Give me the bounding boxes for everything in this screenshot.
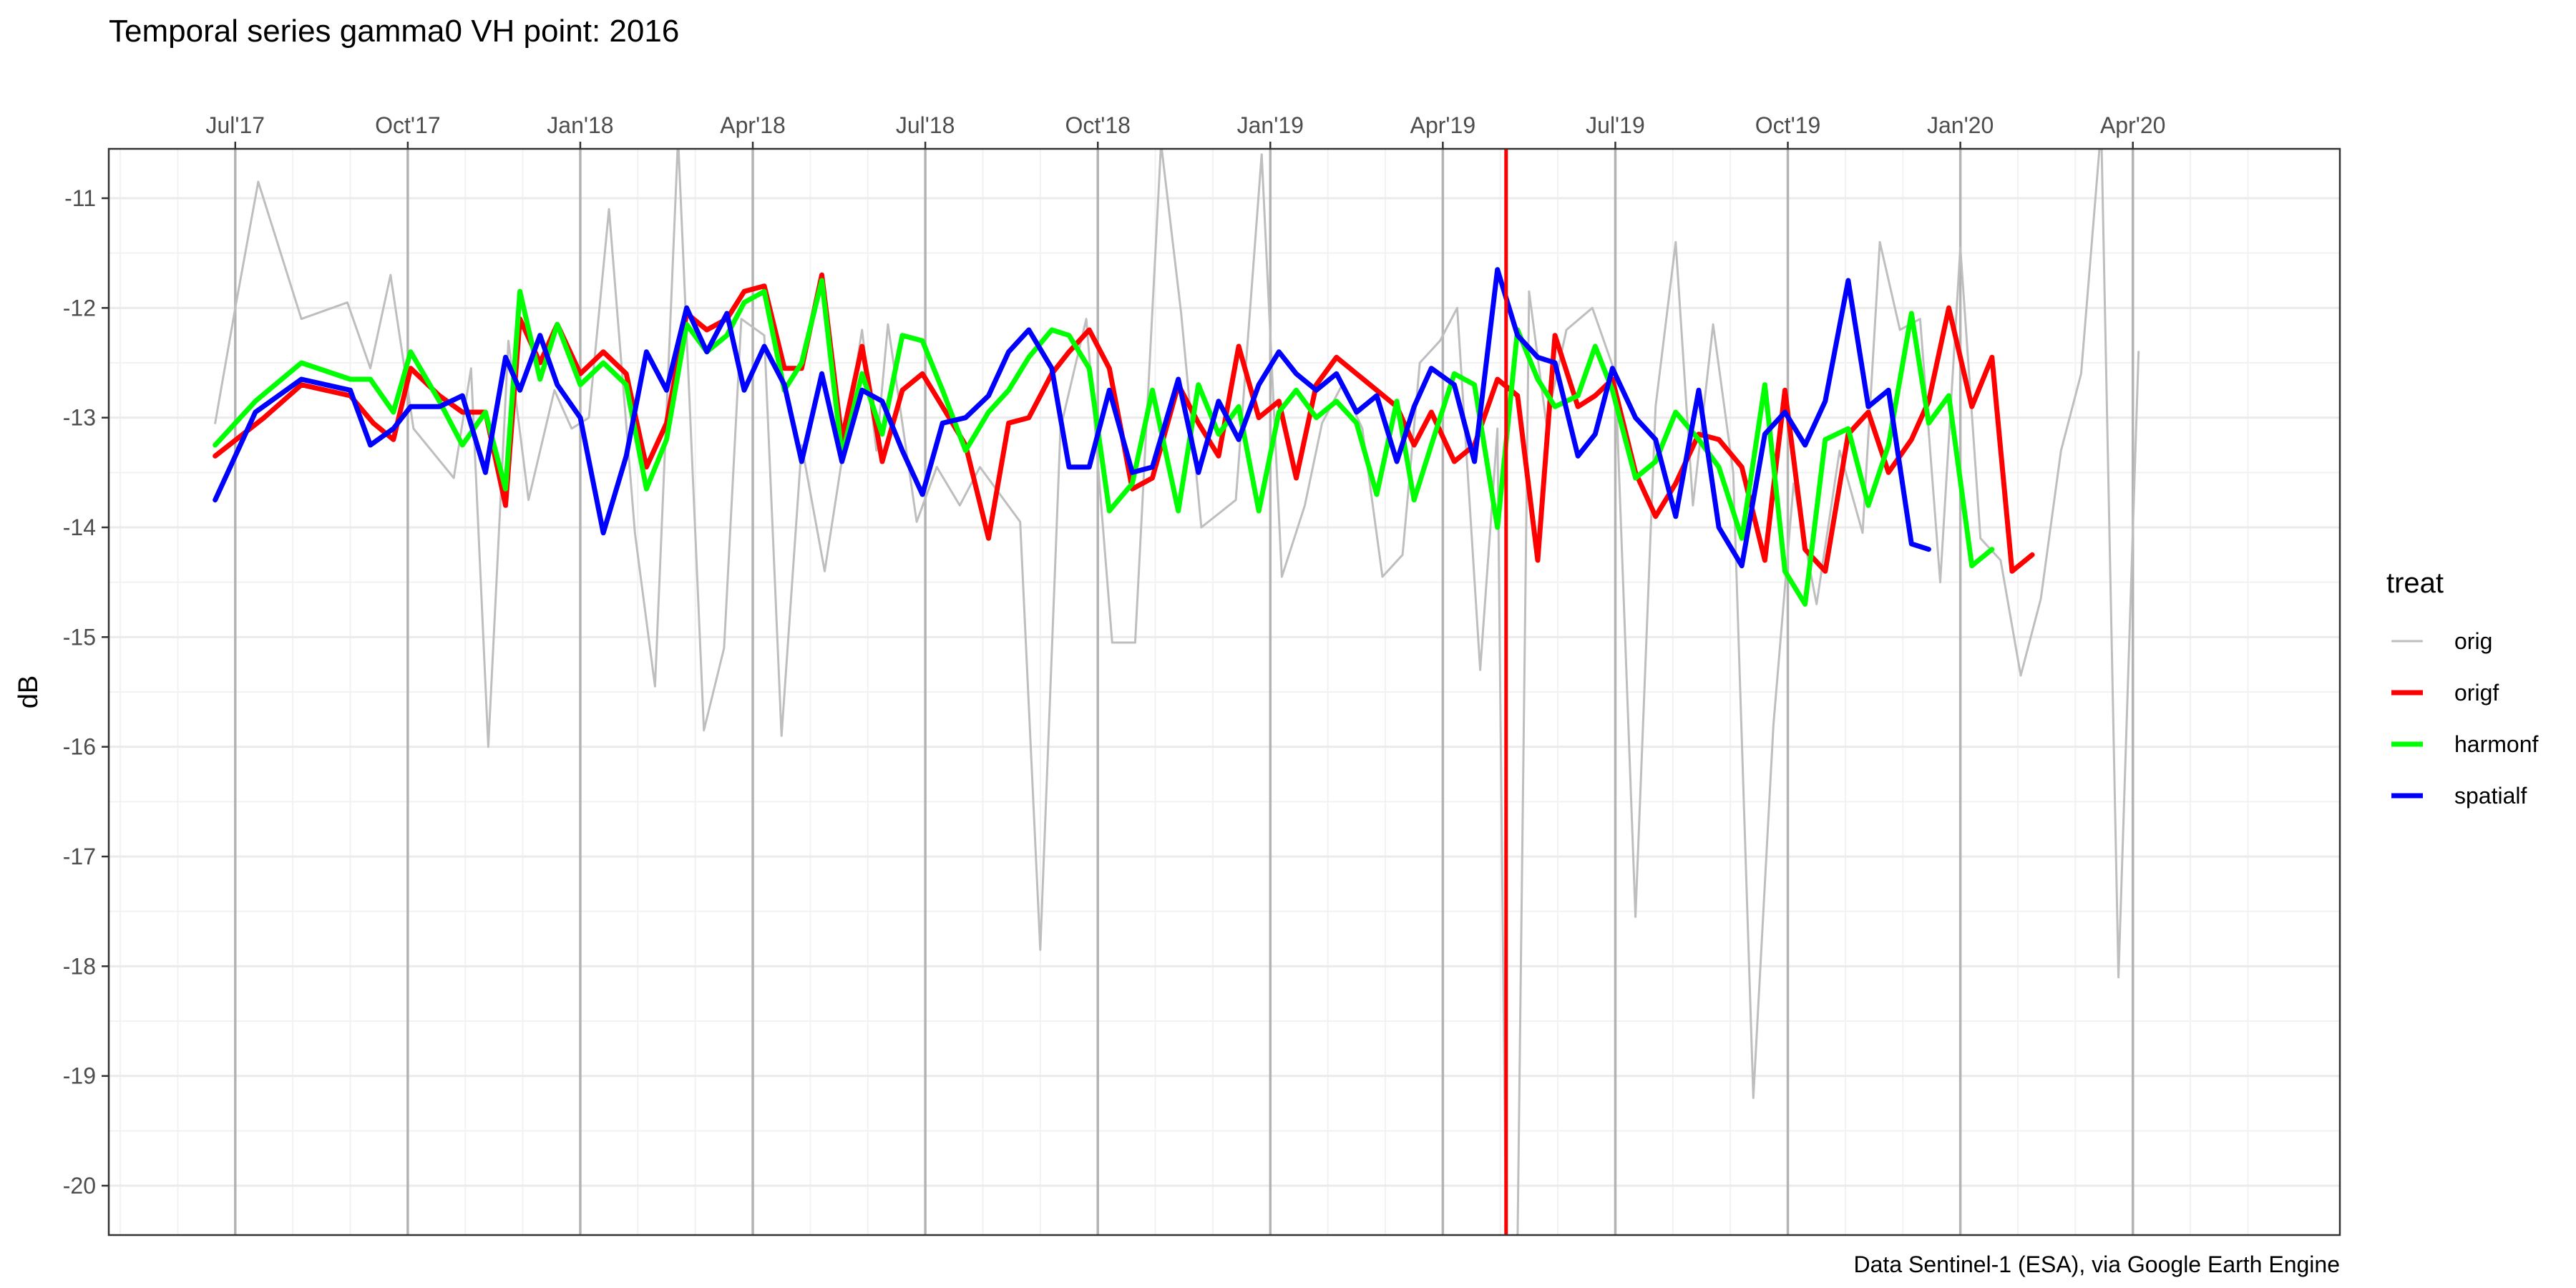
x-tick-label: Jan'18	[547, 112, 613, 138]
y-axis-title: dB	[14, 675, 44, 708]
y-tick-label: -17	[63, 844, 96, 869]
x-axis-top: Jul'17 Oct'17 Jan'18 Apr'18 Jul'18 Oct'18 Jan'…	[205, 112, 2165, 149]
panel-border	[107, 147, 2341, 1236]
legend: treat orig origf harmonf spatialf	[2386, 567, 2539, 809]
legend-title: treat	[2386, 567, 2444, 599]
y-tick-label: -12	[63, 295, 96, 321]
y-tick-label: -20	[63, 1173, 96, 1199]
x-tick-label: Jul'19	[1586, 112, 1645, 138]
x-tick-label: Apr'19	[1410, 112, 1476, 138]
y-tick-label: -16	[63, 734, 96, 760]
x-tick-label: Oct'18	[1065, 112, 1130, 138]
x-tick-label: Jul'17	[205, 112, 265, 138]
x-tick-label: Oct'17	[375, 112, 440, 138]
legend-label-orig: orig	[2454, 628, 2492, 654]
legend-label-spatialf: spatialf	[2454, 783, 2527, 809]
x-tick-label: Apr'18	[720, 112, 786, 138]
x-tick-label: Jan'20	[1927, 112, 1994, 138]
y-tick-label: -14	[63, 514, 96, 540]
series-line-spatialf	[213, 267, 1931, 569]
legend-label-harmonf: harmonf	[2454, 731, 2539, 757]
x-tick-label: Apr'20	[2100, 112, 2166, 138]
chart-title: Temporal series gamma0 VH point: 2016	[109, 14, 679, 49]
x-tick-label: Oct'19	[1755, 112, 1820, 138]
minor-gridlines	[109, 149, 2340, 1235]
x-tick-label: Jul'18	[896, 112, 955, 138]
legend-label-origf: origf	[2454, 680, 2499, 706]
y-tick-label: -19	[63, 1063, 96, 1089]
y-tick-label: -18	[63, 953, 96, 979]
y-tick-label: -13	[63, 405, 96, 431]
y-tick-label: -15	[63, 624, 96, 650]
series-lines	[213, 149, 2140, 1235]
plot-panel	[107, 147, 2341, 1236]
series-line-harmonf	[213, 278, 1995, 607]
caption: Data Sentinel-1 (ESA), via Google Earth …	[1854, 1252, 2340, 1277]
x-tick-label: Jan'19	[1237, 112, 1304, 138]
legend-items: orig origf harmonf spatialf	[2391, 628, 2539, 809]
y-tick-label: -11	[64, 185, 96, 211]
y-axis: -11 -12 -13 -14 -15 -16 -17 -18 -19 -20	[63, 185, 109, 1199]
major-gridlines	[109, 149, 2340, 1235]
